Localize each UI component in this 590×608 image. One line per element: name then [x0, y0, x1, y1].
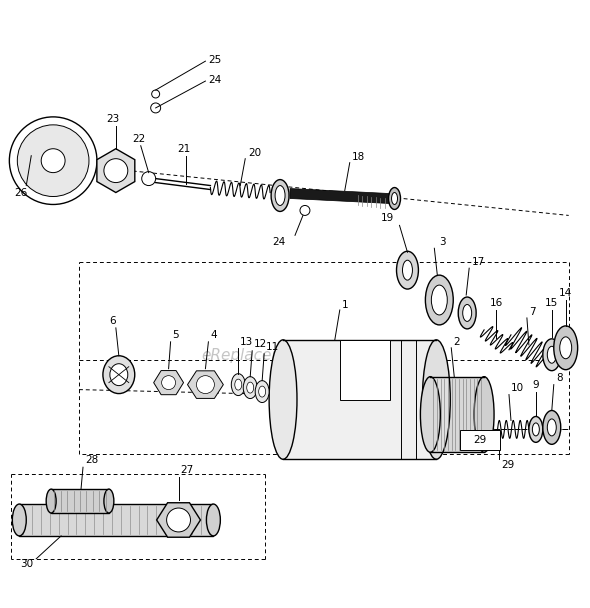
Text: 15: 15	[545, 298, 558, 308]
Text: 4: 4	[211, 330, 217, 340]
Ellipse shape	[247, 382, 254, 393]
Bar	[430, 377, 485, 452]
Text: 24: 24	[208, 75, 222, 85]
Text: 24: 24	[272, 237, 285, 247]
Circle shape	[104, 159, 128, 182]
Ellipse shape	[425, 275, 453, 325]
Ellipse shape	[206, 504, 220, 536]
Circle shape	[17, 125, 89, 196]
Polygon shape	[340, 340, 389, 399]
Ellipse shape	[543, 410, 560, 444]
Polygon shape	[97, 149, 135, 193]
Ellipse shape	[396, 251, 418, 289]
Text: 7: 7	[529, 307, 536, 317]
Ellipse shape	[422, 340, 450, 459]
Bar	[283, 340, 437, 459]
Ellipse shape	[532, 423, 539, 436]
Text: 21: 21	[177, 143, 190, 154]
Text: 18: 18	[352, 152, 365, 162]
Ellipse shape	[243, 377, 257, 399]
Text: 8: 8	[556, 373, 562, 382]
Text: 10: 10	[511, 382, 524, 393]
Ellipse shape	[269, 340, 297, 459]
Text: 16: 16	[490, 298, 503, 308]
Text: 1: 1	[342, 300, 349, 310]
Ellipse shape	[421, 377, 440, 452]
Text: 25: 25	[208, 55, 222, 65]
Circle shape	[41, 149, 65, 173]
Bar	[19, 504, 214, 536]
Circle shape	[9, 117, 97, 204]
Ellipse shape	[548, 347, 556, 363]
Text: 17: 17	[472, 257, 486, 267]
Ellipse shape	[458, 297, 476, 329]
Text: 5: 5	[173, 330, 179, 340]
Circle shape	[142, 171, 156, 185]
Ellipse shape	[431, 285, 447, 315]
Text: 20: 20	[248, 148, 261, 157]
Polygon shape	[188, 371, 224, 398]
Text: 14: 14	[559, 288, 572, 298]
Polygon shape	[157, 503, 201, 537]
Text: 6: 6	[110, 316, 116, 326]
Text: 28: 28	[85, 455, 99, 465]
Ellipse shape	[529, 416, 543, 443]
Ellipse shape	[560, 337, 572, 359]
Text: 29: 29	[474, 435, 487, 445]
Ellipse shape	[231, 374, 245, 396]
Ellipse shape	[402, 260, 412, 280]
Ellipse shape	[548, 419, 556, 436]
Circle shape	[152, 90, 160, 98]
Ellipse shape	[103, 356, 135, 393]
Ellipse shape	[554, 326, 578, 370]
Text: 27: 27	[181, 465, 194, 475]
Ellipse shape	[474, 377, 494, 452]
Text: 3: 3	[440, 237, 446, 247]
Circle shape	[196, 376, 214, 393]
Text: 23: 23	[106, 114, 120, 124]
Circle shape	[150, 103, 160, 113]
Circle shape	[300, 206, 310, 215]
Text: 30: 30	[19, 559, 33, 568]
Text: 22: 22	[132, 134, 145, 143]
Text: 12: 12	[254, 339, 267, 349]
Ellipse shape	[271, 179, 289, 212]
Ellipse shape	[12, 504, 27, 536]
Ellipse shape	[235, 379, 242, 390]
Ellipse shape	[463, 305, 471, 322]
Circle shape	[162, 376, 176, 390]
Ellipse shape	[104, 489, 114, 513]
Text: 11: 11	[266, 342, 280, 352]
Ellipse shape	[255, 381, 269, 402]
Polygon shape	[290, 188, 389, 204]
Text: 26: 26	[15, 187, 28, 198]
Text: eReplacementParts.com: eReplacementParts.com	[202, 348, 388, 363]
Ellipse shape	[392, 193, 398, 204]
Ellipse shape	[389, 187, 401, 209]
FancyBboxPatch shape	[460, 430, 500, 451]
Ellipse shape	[46, 489, 56, 513]
Text: 2: 2	[453, 337, 460, 347]
Circle shape	[166, 508, 191, 532]
Ellipse shape	[275, 185, 285, 206]
Ellipse shape	[258, 386, 266, 397]
Text: 19: 19	[381, 213, 395, 223]
Ellipse shape	[110, 364, 128, 385]
Text: 9: 9	[533, 379, 539, 390]
Polygon shape	[153, 370, 183, 395]
Ellipse shape	[543, 339, 560, 371]
Text: 13: 13	[240, 337, 254, 347]
Bar	[51, 489, 109, 513]
Text: 29: 29	[501, 460, 514, 470]
